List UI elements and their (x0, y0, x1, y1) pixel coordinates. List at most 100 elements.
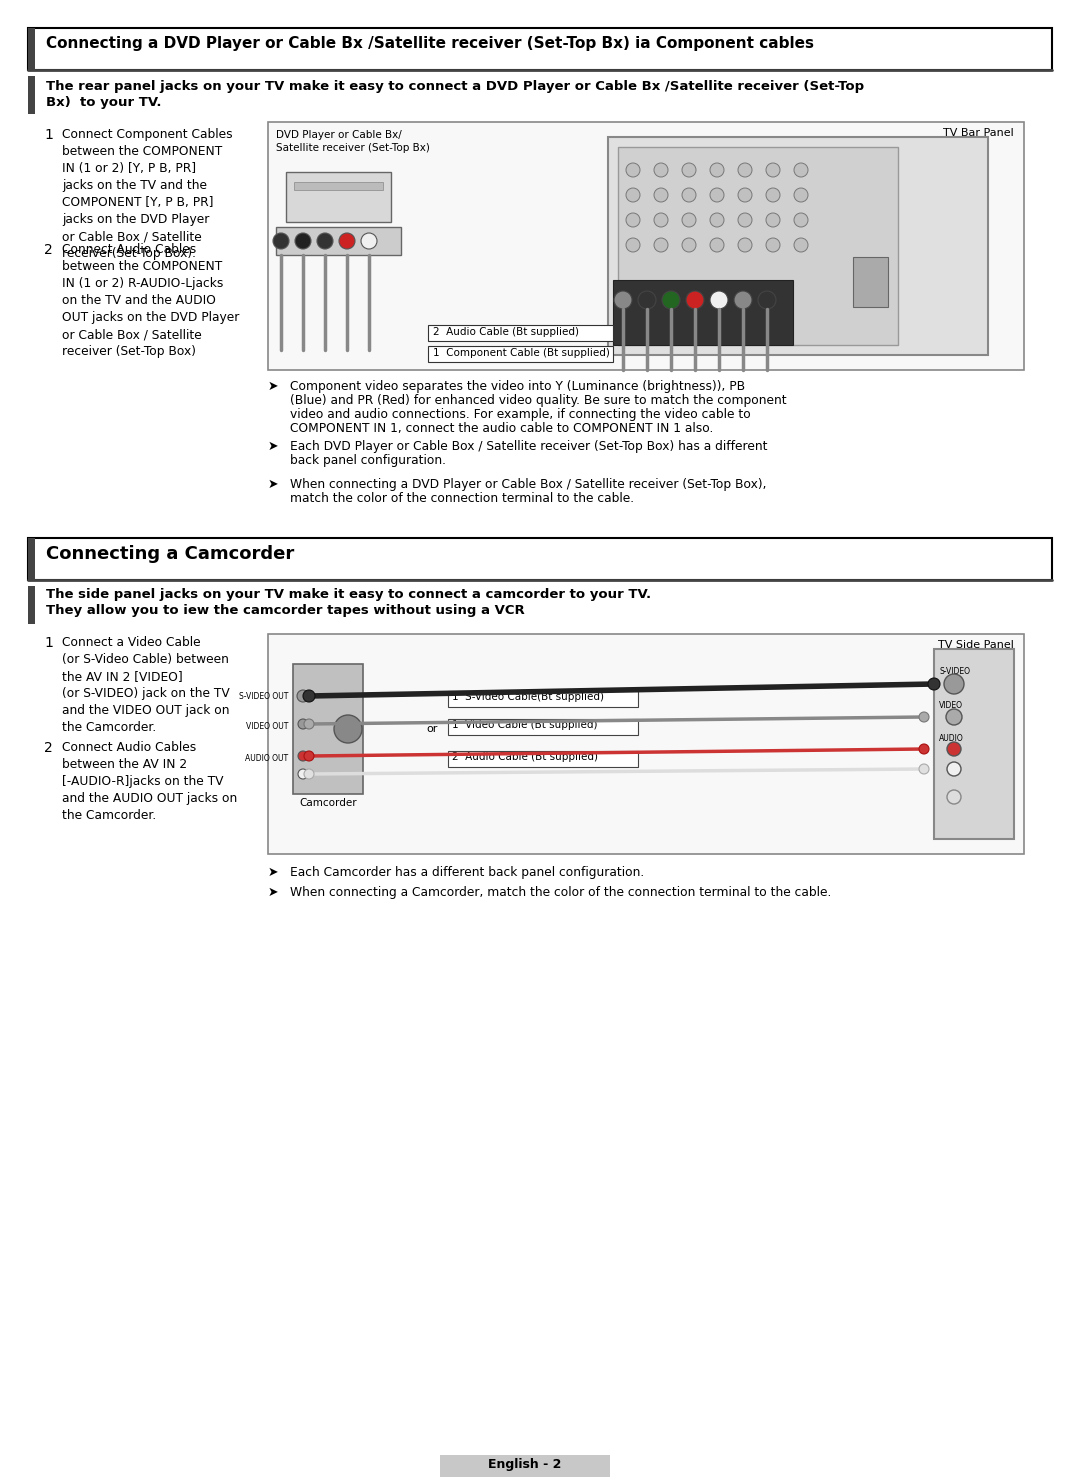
Circle shape (361, 233, 377, 249)
Circle shape (766, 188, 780, 202)
Circle shape (295, 233, 311, 249)
Bar (28, 28, 35, 70)
Circle shape (615, 290, 632, 310)
Bar (440, 1455, 610, 1478)
Text: DVD Player or Cable Bx/
Satellite receiver (Set-Top Bx): DVD Player or Cable Bx/ Satellite receiv… (276, 130, 430, 153)
Circle shape (686, 290, 704, 310)
Circle shape (710, 290, 728, 310)
Text: COMPONENT IN 1, connect the audio cable to COMPONENT IN 1 also.: COMPONENT IN 1, connect the audio cable … (291, 422, 714, 436)
Text: ➤: ➤ (268, 865, 279, 879)
Text: 2: 2 (44, 741, 53, 754)
Circle shape (297, 691, 309, 702)
Bar (268, 122, 1024, 370)
Bar (293, 664, 363, 794)
Text: S-VIDEO OUT: S-VIDEO OUT (239, 692, 288, 701)
Circle shape (339, 233, 355, 249)
Text: The rear panel jacks on your TV make it easy to connect a DVD Player or Cable Bx: The rear panel jacks on your TV make it … (46, 80, 864, 93)
Circle shape (919, 765, 929, 774)
Text: AUDIO: AUDIO (939, 734, 963, 742)
Text: (Blue) and PR (Red) for enhanced video quality. Be sure to match the component: (Blue) and PR (Red) for enhanced video q… (291, 394, 786, 408)
Text: AUDIO OUT: AUDIO OUT (245, 754, 288, 763)
Text: Connect Audio Cables
between the COMPONENT
IN (1 or 2) R-AUDIO-Ljacks
on the TV : Connect Audio Cables between the COMPONE… (62, 243, 240, 359)
Circle shape (766, 239, 780, 252)
Circle shape (654, 213, 669, 227)
Text: Connecting a DVD Player or Cable Bx /Satellite receiver (Set-Top Bx) ia Componen: Connecting a DVD Player or Cable Bx /Sat… (46, 36, 814, 50)
Bar (613, 280, 793, 345)
Text: When connecting a DVD Player or Cable Box / Satellite receiver (Set-Top Box),: When connecting a DVD Player or Cable Bo… (291, 479, 767, 491)
Circle shape (303, 719, 314, 729)
Circle shape (626, 239, 640, 252)
Circle shape (298, 751, 308, 760)
Circle shape (681, 213, 696, 227)
Bar (268, 634, 1024, 854)
Circle shape (738, 239, 752, 252)
Text: VIDEO: VIDEO (939, 701, 963, 710)
Circle shape (794, 239, 808, 252)
Text: back panel configuration.: back panel configuration. (291, 453, 446, 467)
Bar (28, 538, 35, 579)
Circle shape (681, 239, 696, 252)
Bar (28, 28, 1052, 70)
Circle shape (303, 751, 314, 760)
Text: Camcorder: Camcorder (299, 797, 356, 808)
Text: TV Bar Panel: TV Bar Panel (943, 127, 1014, 138)
Bar (618, 147, 897, 345)
Text: 2  Audio Cable (Bt supplied): 2 Audio Cable (Bt supplied) (453, 751, 598, 762)
Circle shape (638, 290, 656, 310)
Text: ➤: ➤ (268, 479, 279, 491)
Text: 1  Video Cable (Bt supplied): 1 Video Cable (Bt supplied) (453, 720, 597, 731)
Text: ➤: ➤ (268, 886, 279, 900)
Text: The side panel jacks on your TV make it easy to connect a camcorder to your TV.: The side panel jacks on your TV make it … (46, 588, 651, 602)
Circle shape (734, 290, 752, 310)
Bar (448, 691, 638, 707)
Circle shape (298, 769, 308, 780)
Circle shape (738, 163, 752, 176)
Circle shape (710, 213, 724, 227)
Circle shape (947, 790, 961, 805)
Bar (28, 538, 1052, 579)
Circle shape (654, 239, 669, 252)
Circle shape (794, 163, 808, 176)
Text: video and audio connections. For example, if connecting the video cable to: video and audio connections. For example… (291, 408, 751, 421)
Bar (286, 172, 391, 222)
Text: 2: 2 (44, 243, 53, 256)
Text: Connect Component Cables
between the COMPONENT
IN (1 or 2) [Y, P B, PR]
jacks on: Connect Component Cables between the COM… (62, 127, 232, 259)
Text: 2  Audio Cable (Bt supplied): 2 Audio Cable (Bt supplied) (433, 328, 579, 336)
Circle shape (626, 213, 640, 227)
Text: Connect Audio Cables
between the AV IN 2
[-AUDIO-R]jacks on the TV
and the AUDIO: Connect Audio Cables between the AV IN 2… (62, 741, 238, 823)
Bar (934, 649, 1014, 839)
Circle shape (710, 188, 724, 202)
Circle shape (710, 163, 724, 176)
Bar (448, 719, 638, 735)
Bar (428, 325, 613, 341)
Bar (853, 256, 888, 307)
Bar (276, 227, 401, 255)
Text: 1  S-Video Cable(Bt supplied): 1 S-Video Cable(Bt supplied) (453, 692, 604, 702)
Text: 1: 1 (44, 636, 53, 651)
Circle shape (626, 188, 640, 202)
Circle shape (334, 714, 362, 742)
Circle shape (766, 213, 780, 227)
Bar (28, 585, 35, 624)
Circle shape (919, 711, 929, 722)
Bar (448, 751, 638, 768)
Circle shape (681, 163, 696, 176)
Circle shape (654, 163, 669, 176)
Circle shape (794, 188, 808, 202)
Text: ➤: ➤ (268, 440, 279, 453)
Circle shape (303, 691, 315, 702)
Text: 1: 1 (44, 127, 53, 142)
Circle shape (766, 163, 780, 176)
Text: 1  Component Cable (Bt supplied): 1 Component Cable (Bt supplied) (433, 348, 610, 359)
Text: They allow you to iew the camcorder tapes without using a VCR: They allow you to iew the camcorder tape… (46, 605, 525, 617)
Bar (294, 182, 383, 190)
Bar (428, 345, 613, 362)
Text: S-VIDEO: S-VIDEO (939, 667, 970, 676)
Circle shape (947, 742, 961, 756)
Text: When connecting a Camcorder, match the color of the connection terminal to the c: When connecting a Camcorder, match the c… (291, 886, 832, 900)
Circle shape (919, 744, 929, 754)
Text: or: or (426, 725, 437, 734)
Bar (28, 76, 35, 114)
Text: Each Camcorder has a different back panel configuration.: Each Camcorder has a different back pane… (291, 865, 645, 879)
Circle shape (946, 708, 962, 725)
